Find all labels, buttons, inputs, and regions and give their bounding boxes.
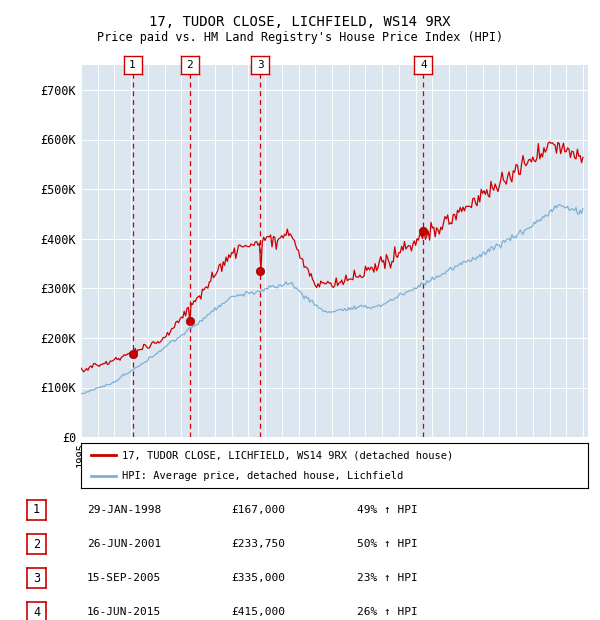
Text: 17, TUDOR CLOSE, LICHFIELD, WS14 9RX (detached house): 17, TUDOR CLOSE, LICHFIELD, WS14 9RX (de… bbox=[122, 450, 453, 461]
Text: 4: 4 bbox=[33, 606, 40, 619]
Text: £415,000: £415,000 bbox=[231, 607, 285, 618]
Text: 16-JUN-2015: 16-JUN-2015 bbox=[87, 607, 161, 618]
Text: HPI: Average price, detached house, Lichfield: HPI: Average price, detached house, Lich… bbox=[122, 471, 403, 481]
Text: 17, TUDOR CLOSE, LICHFIELD, WS14 9RX: 17, TUDOR CLOSE, LICHFIELD, WS14 9RX bbox=[149, 16, 451, 30]
Text: £335,000: £335,000 bbox=[231, 573, 285, 583]
Text: £233,750: £233,750 bbox=[231, 539, 285, 549]
Text: £167,000: £167,000 bbox=[231, 505, 285, 515]
Text: 29-JAN-1998: 29-JAN-1998 bbox=[87, 505, 161, 515]
Text: 3: 3 bbox=[33, 572, 40, 585]
Text: Price paid vs. HM Land Registry's House Price Index (HPI): Price paid vs. HM Land Registry's House … bbox=[97, 31, 503, 44]
Text: 4: 4 bbox=[420, 60, 427, 70]
Text: 2: 2 bbox=[33, 538, 40, 551]
Text: 26-JUN-2001: 26-JUN-2001 bbox=[87, 539, 161, 549]
Text: 3: 3 bbox=[257, 60, 263, 70]
Text: 1: 1 bbox=[33, 503, 40, 516]
Text: 49% ↑ HPI: 49% ↑ HPI bbox=[357, 505, 418, 515]
Text: 15-SEP-2005: 15-SEP-2005 bbox=[87, 573, 161, 583]
Text: 2: 2 bbox=[186, 60, 193, 70]
Text: 50% ↑ HPI: 50% ↑ HPI bbox=[357, 539, 418, 549]
Text: 26% ↑ HPI: 26% ↑ HPI bbox=[357, 607, 418, 618]
Text: 23% ↑ HPI: 23% ↑ HPI bbox=[357, 573, 418, 583]
Text: 1: 1 bbox=[129, 60, 136, 70]
